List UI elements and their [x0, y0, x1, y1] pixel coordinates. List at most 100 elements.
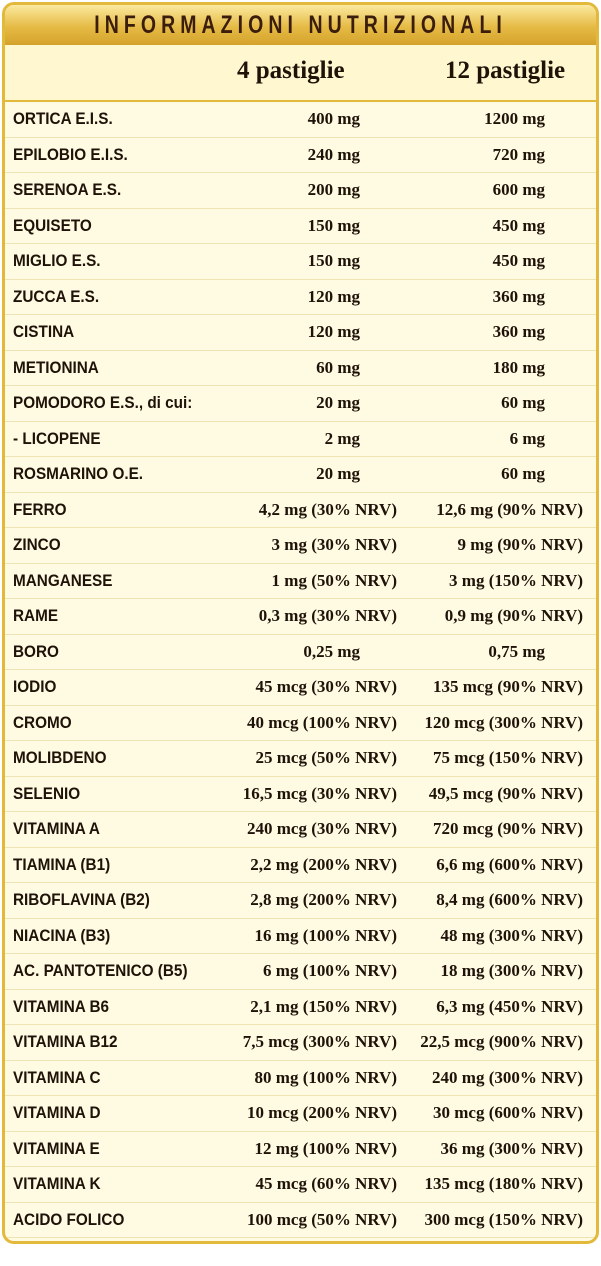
nutrient-name: CROMO — [13, 712, 72, 732]
nutrient-value: 75 mcg (150% NRV) — [432, 748, 583, 767]
table-row: MANGANESE 1 mg (50% NRV) 3 mg (150% NRV) — [5, 564, 596, 599]
nutrient-value: 200 mg — [307, 180, 360, 199]
table-row: VITAMINA B6 2,1 mg (150% NRV) 6,3 mg (450%… — [5, 990, 596, 1025]
nutrient-name: RAME — [13, 606, 59, 625]
nutrient-value: 8,4 mg (600% NRV) — [436, 890, 583, 909]
nutrient-value: 1 mg (50% NRV) — [271, 570, 397, 590]
title: INFORMAZIONI NUTRIZIONALI — [94, 10, 507, 39]
nutrient-name: MOLIBDENO — [13, 748, 107, 767]
table-row: - LICOPENE 2 mg 6 mg — [5, 422, 596, 457]
nutrient-name: EQUISETO — [13, 215, 92, 235]
table-row: ZINCO 3 mg (30% NRV) 9 mg (90% NRV) — [5, 528, 596, 564]
table-row: VITAMINA A 240 mcg (30% NRV) 720 mcg (90% … — [5, 812, 596, 848]
nutrient-value: 25 mcg (50% NRV) — [255, 748, 397, 767]
nutrient-value: 240 mg — [307, 144, 360, 164]
nutrient-name: SELENIO — [13, 783, 81, 803]
nutrient-value: 48 mg (300% NRV) — [440, 925, 583, 945]
nutrient-value: 1200 mg — [484, 109, 545, 128]
nutrient-value: 6 mg — [509, 428, 545, 448]
nutrient-value: 150 mg — [307, 251, 360, 270]
nutrient-value: 60 mg — [316, 357, 360, 377]
nutrient-name: CISTINA — [13, 322, 75, 341]
table-row: EQUISETO 150 mg 450 mg — [5, 209, 596, 244]
nutrient-value: 120 mg — [307, 286, 360, 306]
nutrient-name: FERRO — [13, 499, 67, 519]
nutrient-name: ROSMARINO O.E. — [13, 464, 144, 483]
nutrient-name: - LICOPENE — [13, 428, 101, 448]
nutrient-value: 45 mcg (60% NRV) — [255, 1174, 397, 1193]
table-row: VITAMINA E 12 mg (100% NRV) 36 mg (300% NR… — [5, 1132, 596, 1167]
table-row: ZUCCA E.S. 120 mg 360 mg — [5, 280, 596, 315]
nutrient-value: 6,3 mg (450% NRV) — [436, 996, 583, 1016]
nutrient-value: 2 mg — [324, 428, 360, 448]
nutrient-name: ZINCO — [13, 535, 61, 554]
nutrient-name: ACIDO FOLICO — [13, 1209, 125, 1229]
nutrient-value: 20 mg — [316, 393, 360, 412]
table-row: BORO 0,25 mg 0,75 mg — [5, 635, 596, 670]
nutrient-value: 20 mg — [316, 464, 360, 483]
nutrient-value: 49,5 mcg (90% NRV) — [428, 783, 583, 803]
nutrient-value: 12 mg (100% NRV) — [254, 1138, 397, 1158]
table-row: SERENOA E.S. 200 mg 600 mg — [5, 173, 596, 209]
table-row: ROSMARINO O.E. 20 mg 60 mg — [5, 457, 596, 493]
nutrient-value: 720 mcg (90% NRV) — [432, 819, 583, 838]
table-row: FERRO 4,2 mg (30% NRV) 12,6 mg (90% NRV) — [5, 493, 596, 528]
nutrient-value: 0,9 mg (90% NRV) — [444, 606, 583, 625]
table-row: BIOTINA150 mcg (300% NRV)450 mcg (900% N… — [5, 1238, 596, 1241]
nutrient-value: 120 mcg (300% NRV) — [424, 712, 583, 732]
nutrient-value: 150 mg — [307, 215, 360, 235]
nutrient-value: 135 mcg (180% NRV) — [424, 1174, 583, 1193]
nutrient-value: 450 mg — [492, 251, 545, 270]
nutrient-value: 600 mg — [492, 180, 545, 199]
nutrient-name: MIGLIO E.S. — [13, 251, 101, 270]
nutrient-name: METIONINA — [13, 357, 99, 377]
nutrient-value: 10 mcg (200% NRV) — [246, 1103, 397, 1122]
nutrient-value: 6,6 mg (600% NRV) — [436, 854, 583, 874]
nutrient-value: 60 mg — [501, 393, 545, 412]
nutrient-value: 300 mcg (150% NRV) — [424, 1209, 583, 1229]
nutrient-name: RIBOFLAVINA (B2) — [13, 890, 150, 909]
table-row: METIONINA 60 mg 180 mg — [5, 351, 596, 386]
table-row: VITAMINA K 45 mcg (60% NRV) 135 mcg (180% … — [5, 1167, 596, 1203]
table-row: TIAMINA (B1) 2,2 mg (200% NRV) 6,6 mg (600… — [5, 848, 596, 883]
nutrient-value: 45 mcg (30% NRV) — [255, 677, 397, 696]
nutrient-value: 12,6 mg (90% NRV) — [436, 499, 583, 519]
table-row: POMODORO E.S., di cui: 20 mg 60 mg — [5, 386, 596, 422]
table-row: VITAMINA C 80 mg (100% NRV) 240 mg (300% N… — [5, 1061, 596, 1096]
nutrient-value: 120 mg — [307, 322, 360, 341]
nutrient-name: VITAMINA D — [13, 1103, 101, 1122]
nutrient-value: 360 mg — [492, 286, 545, 306]
title-bar: INFORMAZIONI NUTRIZIONALI — [5, 5, 596, 45]
table-row: MOLIBDENO 25 mcg (50% NRV) 75 mcg (150% NR… — [5, 741, 596, 777]
column-header: 4 pastiglie 12 pastiglie — [5, 45, 596, 102]
nutrient-name: VITAMINA C — [13, 1067, 101, 1087]
table-row: ACIDO FOLICO 100 mcg (50% NRV) 300 mcg (15… — [5, 1203, 596, 1238]
nutrient-name: NIACINA (B3) — [13, 925, 111, 945]
column-title: 4 pastiglie — [237, 57, 345, 84]
nutrient-value: 135 mcg (90% NRV) — [432, 677, 583, 696]
nutrient-name: VITAMINA E — [13, 1138, 100, 1158]
nutrient-name: SERENOA E.S. — [13, 180, 122, 199]
nutrient-value: 400 mg — [307, 109, 360, 128]
nutrient-value: 4,2 mg (30% NRV) — [258, 499, 397, 519]
nutrient-value: 60 mg — [501, 464, 545, 483]
nutrient-name: IODIO — [13, 677, 57, 696]
table-row: NIACINA (B3) 16 mg (100% NRV) 48 mg (300% … — [5, 919, 596, 954]
nutrient-name: AC. PANTOTENICO (B5) — [13, 961, 188, 980]
table-row: IODIO 45 mcg (30% NRV) 135 mcg (90% NRV) — [5, 670, 596, 706]
table-row: RAME 0,3 mg (30% NRV) 0,9 mg (90% NRV) — [5, 599, 596, 635]
nutrient-value: 22,5 mcg (900% NRV) — [420, 1032, 583, 1051]
nutrient-name: BORO — [13, 641, 59, 661]
nutrient-value: 0,3 mg (30% NRV) — [258, 606, 397, 625]
nutrient-value: 240 mg (300% NRV) — [432, 1067, 583, 1087]
nutrient-name: ZUCCA E.S. — [13, 286, 100, 306]
nutrient-value: 80 mg (100% NRV) — [254, 1067, 397, 1087]
nutrient-value: 2,1 mg (150% NRV) — [250, 996, 397, 1016]
nutrient-value: 450 mg — [492, 215, 545, 235]
nutrient-value: 36 mg (300% NRV) — [440, 1138, 583, 1158]
nutrient-value: 6 mg (100% NRV) — [263, 961, 397, 980]
table-row: VITAMINA D 10 mcg (200% NRV) 30 mcg (600% … — [5, 1096, 596, 1132]
table-row: ORTICA E.I.S. 400 mg 1200 mg — [5, 102, 596, 138]
nutrient-name: TIAMINA (B1) — [13, 854, 111, 874]
